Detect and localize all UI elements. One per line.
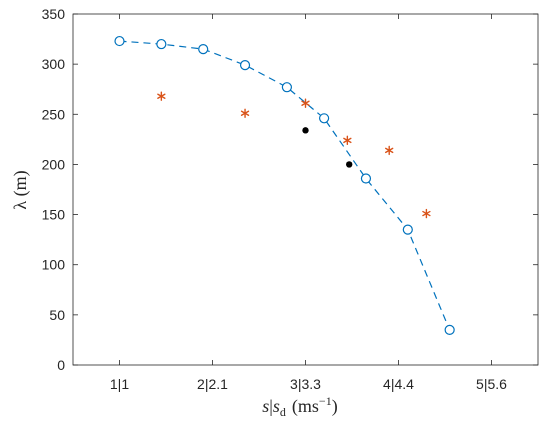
series-1-point-0 bbox=[157, 91, 166, 101]
series-1-point-4-stroke-2 bbox=[385, 147, 394, 154]
series-2-point-1 bbox=[346, 161, 353, 168]
series-1-point-4 bbox=[385, 145, 394, 156]
series-0-point-2 bbox=[198, 43, 209, 55]
series-0-point-1 bbox=[156, 38, 167, 50]
series-0-line bbox=[119, 40, 451, 331]
y-tick-label-7: 350 bbox=[42, 6, 66, 22]
x-label-sd: s bbox=[273, 396, 280, 416]
y-tick-label-2: 100 bbox=[42, 257, 66, 273]
x-label-separator: | bbox=[269, 396, 273, 416]
x-label-unit-exponent: −1 bbox=[319, 394, 332, 408]
series-1-point-1 bbox=[240, 108, 250, 118]
series-1-point-5-stroke-2 bbox=[422, 210, 431, 217]
series-1-point-5 bbox=[422, 208, 431, 219]
y-tick-label-5: 250 bbox=[42, 106, 66, 122]
y-tick-label-4: 200 bbox=[42, 156, 66, 172]
series-1-point-0-stroke-2 bbox=[157, 93, 166, 99]
series-0-point-6 bbox=[360, 173, 372, 184]
chart-marks bbox=[114, 35, 455, 335]
x-label-s: s bbox=[262, 396, 269, 416]
series-2-point-0 bbox=[302, 127, 309, 134]
x-tick-label-0: 1|1 bbox=[110, 376, 129, 392]
series-1-point-1-stroke-2 bbox=[240, 110, 250, 116]
series-1-point-2 bbox=[301, 98, 310, 108]
y-tick-label-6: 300 bbox=[42, 56, 66, 72]
series-0-point-5 bbox=[319, 113, 330, 124]
series-0-point-7 bbox=[402, 224, 413, 235]
series-1-point-2-stroke-2 bbox=[301, 100, 310, 106]
x-tick-label-2: 3|3.3 bbox=[290, 376, 321, 392]
y-axis-label: λ (m) bbox=[10, 170, 31, 209]
series-0-point-8 bbox=[444, 324, 455, 335]
series-0-point-4 bbox=[281, 82, 292, 93]
x-axis-label: s|sd (ms−1) bbox=[262, 394, 337, 419]
series-0-point-0 bbox=[114, 35, 125, 47]
plot-area bbox=[73, 14, 538, 365]
x-label-subscript: d bbox=[280, 405, 286, 419]
x-tick-label-3: 4|4.4 bbox=[383, 376, 414, 392]
axis-ticks: 0 50 100 150 200 250 300 350 1|1 2|2.1 3|3.3 4|4.4 5… bbox=[42, 6, 538, 392]
y-tick-label-1: 50 bbox=[49, 307, 65, 323]
x-label-unit-close: ) bbox=[332, 396, 338, 417]
y-tick-label-0: 0 bbox=[57, 357, 65, 373]
x-tick-label-1: 2|2.1 bbox=[197, 376, 228, 392]
series-1-point-3 bbox=[343, 135, 352, 146]
x-label-unit: (ms bbox=[292, 396, 319, 417]
series-1-point-3-stroke-2 bbox=[343, 137, 352, 144]
series-0-point-3 bbox=[239, 60, 251, 71]
y-tick-label-3: 150 bbox=[42, 207, 66, 223]
x-tick-label-4: 5|5.6 bbox=[476, 376, 507, 392]
